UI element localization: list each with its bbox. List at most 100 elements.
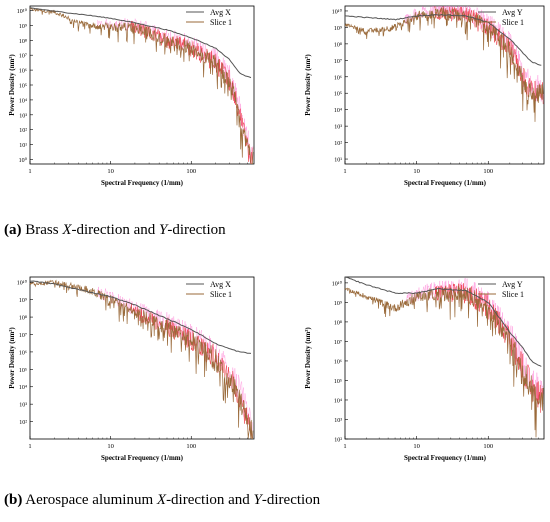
y-tick-label: 10³ (334, 125, 342, 131)
y-tick-label: 10² (334, 438, 342, 444)
series-avg (344, 276, 542, 367)
y-tick-label: 10⁵ (334, 92, 342, 98)
caption-a: (a) Brass X-direction and Y-direction (4, 222, 226, 239)
y-tick-label: 10⁶ (19, 69, 27, 75)
y-tick-label: 10⁷ (334, 59, 342, 65)
caption-a-text2: -direction and (71, 222, 159, 238)
x-tick-label: 1 (343, 168, 346, 175)
legend-label-slice: Slice 1 (502, 18, 524, 27)
plot-frame (344, 5, 545, 165)
caption-b-y: Y (253, 492, 262, 508)
y-tick-label: 10⁹ (19, 24, 27, 30)
y-tick-label: 10⁹ (19, 298, 27, 304)
y-tick-label: 10⁸ (19, 316, 27, 322)
y-tick-label: 10⁰ (19, 157, 28, 164)
x-axis-label: Spectral Frequency (1/mm) (404, 454, 487, 462)
y-axis-label: Power Density (nm³) (304, 54, 312, 116)
y-tick-label: 10⁴ (19, 385, 27, 391)
y-tick-label: 10⁷ (334, 340, 342, 346)
x-tick-label: 1 (28, 443, 31, 450)
y-tick-label: 10² (19, 128, 27, 134)
y-tick-label: 10¹ (19, 143, 27, 149)
y-tick-label: 10⁹ (334, 26, 342, 32)
caption-a-y: Y (158, 222, 168, 238)
x-tick-label: 10 (413, 443, 420, 450)
series-slice-noise-envelope (404, 277, 544, 405)
x-tick-label: 1 (28, 168, 31, 175)
plot-frame (344, 276, 545, 440)
caption-b-x: X (156, 492, 167, 508)
panel-b-y: 10² 10³ 10⁴ 10⁵ 10⁶ 10⁷ 10⁸ 10⁹ 10¹⁰ 1 10 100 Powe… (304, 276, 545, 462)
caption-a-label: (a) (4, 222, 22, 238)
caption-a-x: X (62, 222, 72, 238)
y-axis-label: Power Density (nm³) (304, 327, 312, 389)
x-axis-label: Spectral Frequency (1/mm) (101, 454, 184, 462)
legend-label-slice: Slice 1 (502, 290, 524, 299)
y-tick-label: 10⁴ (19, 98, 27, 104)
series-slice-1 (344, 7, 544, 122)
legend-label-avg: Avg X (210, 8, 231, 17)
legend-label-slice: Slice 1 (210, 290, 232, 299)
panel-b-x: 10² 10³ 10⁴ 10⁵ 10⁶ 10⁷ 10⁸ 10⁹ 10¹⁰ 1 10 100 Powe… (8, 276, 255, 462)
y-tick-label: 10⁷ (19, 54, 27, 60)
series-slice-noise-envelope (97, 286, 254, 436)
y-tick-label: 10⁶ (334, 75, 342, 81)
y-axis-label: Power Density (nm³) (8, 54, 16, 116)
series-slice-1 (29, 7, 254, 165)
x-axis-label: Spectral Frequency (1/mm) (404, 179, 487, 187)
series-avg (29, 7, 252, 79)
y-axis-label: Power Density (nm³) (8, 327, 16, 389)
series-slice-noise-envelope (404, 5, 544, 102)
caption-b-text1: Aerospace aluminum (22, 492, 157, 508)
y-tick-label: 10² (334, 141, 342, 147)
y-tick-label: 10¹⁰ (17, 8, 28, 15)
y-tick-label: 10¹⁰ (332, 280, 343, 287)
legend-label-avg: Avg Y (502, 8, 523, 17)
series-avg (344, 13, 542, 66)
panel-a-y: 10¹ 10² 10³ 10⁴ 10⁵ 10⁶ 10⁷ 10⁸ 10⁹ 10¹⁰ 1 10 100 P… (304, 5, 545, 187)
series-slice-1 (344, 285, 544, 438)
x-tick-label: 100 (186, 168, 196, 175)
x-tick-label: 100 (483, 168, 493, 175)
plot-frame (29, 276, 255, 440)
y-tick-label: 10⁷ (19, 333, 27, 339)
series-slice-noise (130, 303, 254, 439)
caption-b-text3: -direction (261, 492, 321, 508)
x-tick-label: 10 (413, 168, 420, 175)
x-tick-label: 100 (483, 443, 493, 450)
y-tick-label: 10¹ (334, 158, 342, 164)
y-tick-label: 10⁵ (19, 84, 27, 90)
caption-b: (b) Aerospace aluminum X-direction and Y… (4, 492, 320, 509)
y-tick-label: 10³ (19, 113, 27, 119)
caption-b-text2: -direction and (166, 492, 254, 508)
y-tick-label: 10⁴ (334, 398, 342, 404)
series-avg (29, 280, 252, 354)
y-tick-label: 10⁴ (334, 108, 342, 114)
x-tick-label: 10 (107, 443, 114, 450)
y-tick-label: 10² (19, 420, 27, 426)
y-tick-label: 10⁵ (19, 368, 27, 374)
y-tick-label: 10⁵ (334, 379, 342, 385)
y-tick-label: 10⁶ (19, 350, 27, 356)
x-tick-label: 100 (186, 443, 196, 450)
legend-label-slice: Slice 1 (210, 18, 232, 27)
panel-a-x: 10⁰ 10¹ 10² 10³ 10⁴ 10⁵ 10⁶ 10⁷ 10⁸ 10⁹ 10¹⁰ 1 10 10… (8, 5, 255, 187)
series-slice-1 (29, 279, 254, 439)
y-tick-label: 10³ (19, 403, 27, 409)
caption-b-label: (b) (4, 492, 23, 508)
caption-a-text3: -direction (167, 222, 226, 238)
x-tick-label: 10 (107, 168, 114, 175)
y-tick-label: 10¹⁰ (332, 8, 343, 15)
y-tick-label: 10³ (334, 418, 342, 424)
legend-label-avg: Avg Y (502, 280, 523, 289)
y-tick-label: 10⁸ (19, 39, 27, 45)
x-axis-label: Spectral Frequency (1/mm) (101, 179, 184, 187)
y-tick-label: 10⁶ (334, 359, 342, 365)
caption-a-text1: Brass (21, 222, 63, 238)
x-tick-label: 1 (343, 443, 346, 450)
y-tick-label: 10⁸ (334, 42, 342, 48)
legend-label-avg: Avg X (210, 280, 231, 289)
y-tick-label: 10⁹ (334, 301, 342, 307)
y-tick-label: 10⁸ (334, 320, 342, 326)
